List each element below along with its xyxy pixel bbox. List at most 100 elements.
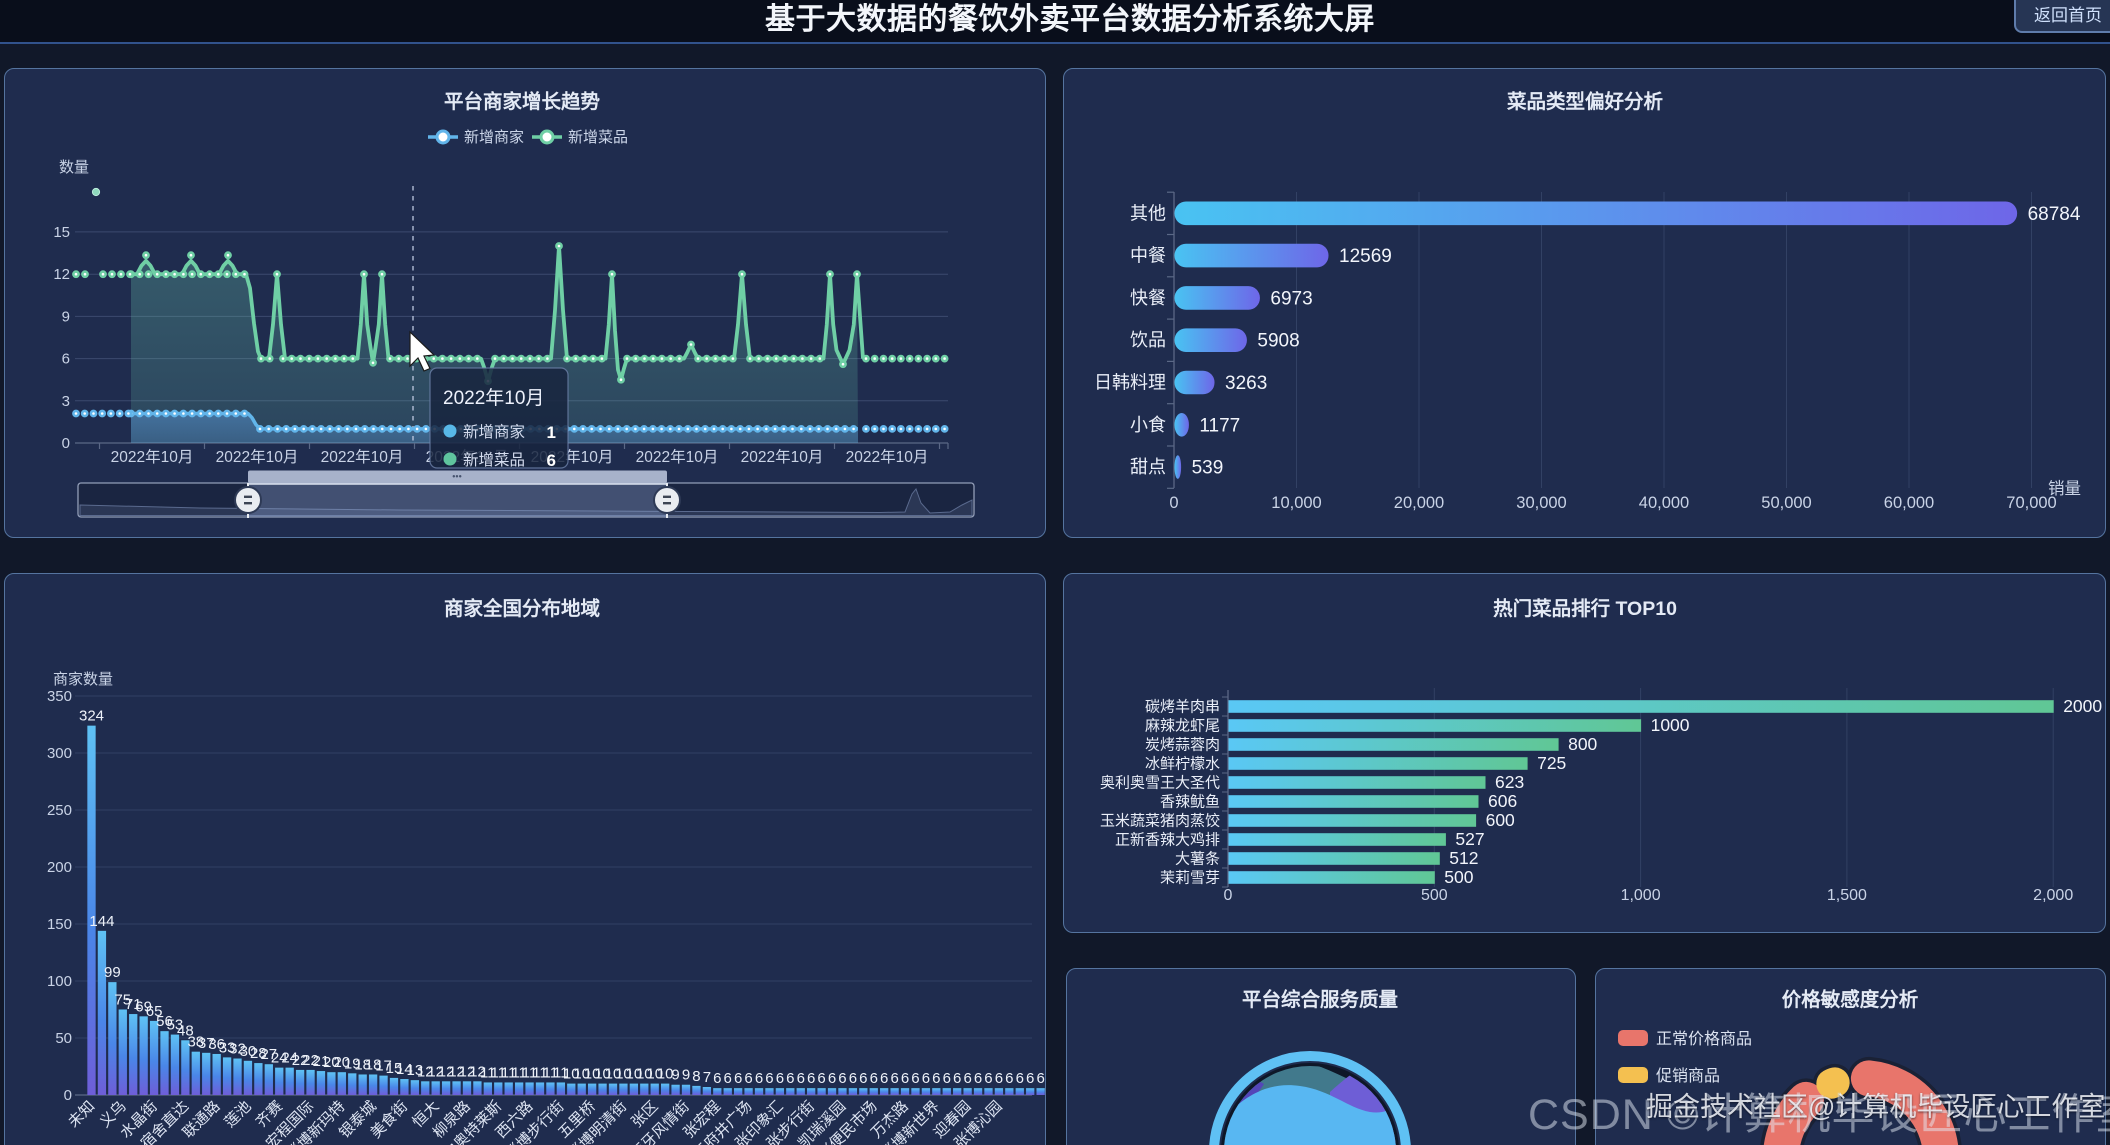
svg-text:促销商品: 促销商品	[1656, 1067, 1720, 1085]
svg-text:28: 28	[250, 1045, 267, 1062]
svg-text:20: 20	[323, 1054, 340, 1071]
svg-text:60,000: 60,000	[1884, 494, 1934, 512]
svg-text:莲池: 莲池	[221, 1098, 254, 1131]
svg-text:30,000: 30,000	[1516, 494, 1566, 512]
svg-text:6: 6	[1016, 1070, 1024, 1087]
svg-text:10: 10	[594, 1066, 611, 1083]
svg-text:3263: 3263	[1225, 373, 1267, 394]
svg-text:324: 324	[79, 708, 104, 725]
svg-text:75: 75	[114, 992, 131, 1009]
svg-text:350: 350	[47, 688, 72, 705]
svg-text:144: 144	[89, 913, 114, 930]
svg-text:6: 6	[797, 1070, 805, 1087]
svg-text:碳烤羊肉串: 碳烤羊肉串	[1145, 699, 1220, 716]
svg-text:30: 30	[240, 1043, 257, 1060]
svg-text:6: 6	[765, 1070, 773, 1087]
svg-text:6: 6	[963, 1070, 971, 1087]
svg-text:12: 12	[469, 1063, 486, 1080]
svg-text:平台综合服务质量: 平台综合服务质量	[1242, 988, 1398, 1011]
svg-text:商家数量: 商家数量	[53, 671, 113, 688]
svg-text:正常价格商品: 正常价格商品	[1656, 1030, 1752, 1048]
svg-text:玉米蔬菜猪肉蒸饺: 玉米蔬菜猪肉蒸饺	[1100, 812, 1220, 830]
svg-text:33: 33	[219, 1039, 236, 1056]
svg-text:606: 606	[1488, 791, 1517, 811]
svg-text:600: 600	[1486, 810, 1515, 830]
svg-text:22: 22	[302, 1052, 319, 1069]
svg-text:大薯条: 大薯条	[1175, 851, 1220, 868]
svg-text:99: 99	[104, 964, 121, 981]
svg-text:14: 14	[396, 1061, 413, 1078]
svg-text:1: 1	[547, 423, 556, 442]
svg-text:250: 250	[47, 802, 72, 819]
svg-text:10: 10	[573, 1066, 590, 1083]
svg-text:2022年10月: 2022年10月	[443, 387, 544, 409]
svg-text:2022年10月: 2022年10月	[636, 448, 719, 466]
svg-text:6: 6	[953, 1070, 961, 1087]
svg-text:6: 6	[828, 1070, 836, 1087]
svg-text:5908: 5908	[1257, 331, 1299, 352]
svg-text:12: 12	[417, 1063, 434, 1080]
svg-text:炭烤蒜蓉肉: 炭烤蒜蓉肉	[1145, 737, 1220, 754]
svg-text:平台商家增长趋势: 平台商家增长趋势	[444, 90, 601, 113]
svg-text:12: 12	[438, 1063, 455, 1080]
svg-text:麻辣龙虾尾: 麻辣龙虾尾	[1145, 718, 1220, 735]
svg-text:6: 6	[817, 1070, 825, 1087]
svg-text:50: 50	[55, 1030, 72, 1047]
svg-text:70,000: 70,000	[2006, 494, 2056, 512]
svg-text:2022年10月: 2022年10月	[741, 448, 824, 466]
svg-text:6: 6	[734, 1070, 742, 1087]
svg-text:10: 10	[615, 1066, 632, 1083]
svg-text:24: 24	[281, 1050, 298, 1067]
svg-text:20: 20	[333, 1054, 350, 1071]
svg-text:小食: 小食	[1130, 415, 1166, 435]
svg-text:6: 6	[984, 1070, 992, 1087]
svg-text:奥利奥雪王大圣代: 奥利奥雪王大圣代	[1100, 775, 1220, 792]
svg-text:饮品: 饮品	[1130, 330, 1166, 350]
svg-text:6: 6	[1036, 1070, 1044, 1087]
svg-text:2022年10月: 2022年10月	[846, 448, 929, 466]
svg-text:68784: 68784	[2028, 204, 2081, 225]
svg-text:18: 18	[354, 1056, 371, 1073]
svg-text:6: 6	[849, 1070, 857, 1087]
svg-text:10: 10	[626, 1066, 643, 1083]
svg-text:56: 56	[156, 1013, 173, 1030]
svg-text:50,000: 50,000	[1761, 494, 1811, 512]
svg-text:中餐: 中餐	[1130, 246, 1166, 266]
svg-text:11: 11	[501, 1064, 517, 1081]
svg-text:3: 3	[62, 393, 70, 410]
svg-text:11: 11	[480, 1064, 496, 1081]
svg-text:10: 10	[584, 1066, 601, 1083]
svg-text:22: 22	[292, 1052, 309, 1069]
svg-text:商家全国分布地域: 商家全国分布地域	[444, 597, 601, 620]
svg-text:2022年10月: 2022年10月	[321, 448, 404, 466]
svg-text:40,000: 40,000	[1639, 494, 1689, 512]
svg-text:13: 13	[406, 1062, 423, 1079]
svg-text:69: 69	[135, 998, 152, 1015]
svg-text:10: 10	[657, 1066, 674, 1083]
svg-text:1000: 1000	[1651, 715, 1690, 735]
svg-text:21: 21	[313, 1053, 330, 1070]
svg-text:9: 9	[671, 1067, 679, 1084]
svg-text:15: 15	[386, 1060, 403, 1077]
svg-text:2,000: 2,000	[2033, 887, 2073, 904]
svg-text:12: 12	[427, 1063, 444, 1080]
svg-text:热门菜品排行 TOP10: 热门菜品排行 TOP10	[1493, 597, 1677, 620]
svg-text:0: 0	[1224, 887, 1233, 904]
svg-text:6: 6	[859, 1070, 867, 1087]
svg-text:12: 12	[448, 1063, 465, 1080]
svg-text:价格敏感度分析: 价格敏感度分析	[1782, 988, 1919, 1011]
svg-text:48: 48	[177, 1022, 194, 1039]
svg-text:6: 6	[786, 1070, 794, 1087]
svg-text:甜点: 甜点	[1130, 457, 1166, 477]
svg-text:6: 6	[974, 1070, 982, 1087]
svg-text:12569: 12569	[1339, 246, 1392, 267]
svg-text:6: 6	[880, 1070, 888, 1087]
svg-text:725: 725	[1537, 753, 1566, 773]
svg-text:10: 10	[563, 1066, 580, 1083]
svg-text:200: 200	[47, 859, 72, 876]
svg-text:新增商家: 新增商家	[463, 423, 525, 441]
svg-text:香辣鱿鱼: 香辣鱿鱼	[1160, 793, 1220, 811]
svg-text:2022年10月: 2022年10月	[111, 448, 194, 466]
svg-text:10: 10	[646, 1066, 663, 1083]
svg-text:6: 6	[713, 1070, 721, 1087]
